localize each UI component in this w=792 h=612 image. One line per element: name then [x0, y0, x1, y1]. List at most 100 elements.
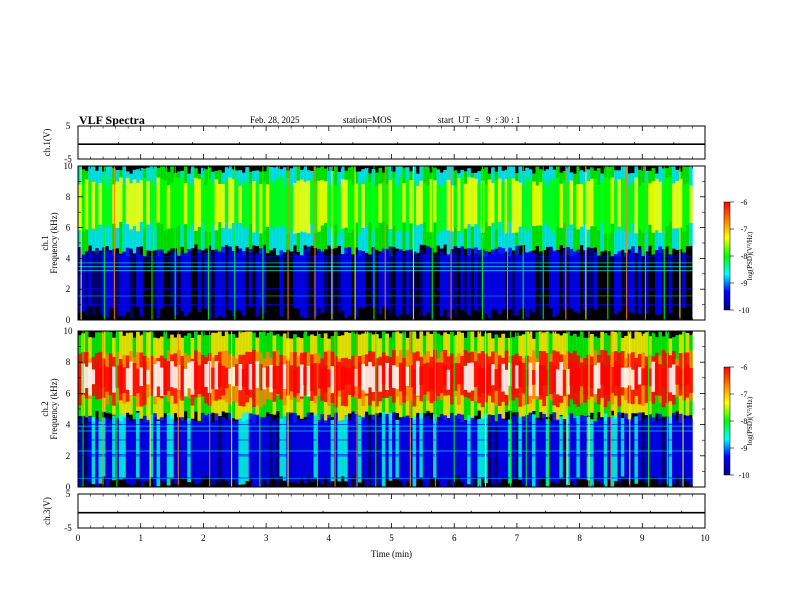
spectrogram-cell	[303, 181, 308, 233]
spectrogram-cell	[245, 183, 249, 228]
spectrogram-cell	[596, 417, 601, 481]
spectrogram-cell	[159, 249, 164, 309]
spectrogram-cell	[337, 185, 342, 233]
spectrogram-cell	[409, 365, 413, 388]
spectrogram-cell	[153, 364, 157, 397]
colorbar	[723, 201, 731, 311]
spectrogram-cell	[463, 420, 468, 487]
spectrogram-cell	[344, 247, 348, 318]
spectrogram-cell	[521, 362, 526, 394]
spectrogram-cell	[125, 368, 130, 390]
y-tick-label: 8	[66, 357, 71, 367]
spectrogram-cell	[689, 367, 693, 394]
spectrogram-cell	[412, 416, 417, 487]
spectrogram-cell	[545, 369, 550, 386]
spectrogram-cell	[231, 420, 236, 481]
y-axis-label: Frequency (kHz)	[49, 378, 59, 439]
spectrogram-cell	[303, 367, 308, 385]
spectrogram-cell	[108, 419, 113, 480]
spectrogram-cell	[262, 418, 267, 480]
spectrogram-cell	[477, 365, 482, 397]
spectrogram-cell	[125, 177, 130, 225]
y-tick-label: -5	[64, 154, 72, 164]
spectrogram-cell	[368, 361, 372, 388]
spectrogram-cell	[320, 414, 325, 485]
spectrogram-cell	[248, 183, 253, 224]
spectrogram-cell	[661, 419, 666, 482]
spectrogram-cell	[84, 419, 89, 486]
spectrogram-cell	[392, 365, 396, 389]
spectrogram-cell	[91, 369, 96, 385]
spectrogram-cell	[508, 362, 512, 386]
spectrogram-cell	[600, 362, 605, 385]
spectrogram-cell	[371, 366, 376, 393]
spectrogram-cell	[491, 183, 495, 223]
spectrogram-cell	[644, 252, 649, 314]
spectrogram-cell	[395, 419, 400, 479]
spectrogram-cell	[415, 185, 420, 226]
spectrogram-cell	[504, 420, 509, 479]
spectrogram-cell	[170, 182, 174, 229]
spectrogram-cell	[293, 253, 297, 309]
spectrogram-cell	[678, 368, 683, 390]
spectrogram-cell	[98, 182, 103, 225]
spectrogram-cell	[463, 183, 468, 229]
spectrogram-cell	[439, 184, 444, 232]
spectrogram-cell	[473, 178, 478, 225]
spectrogram-cell	[518, 361, 523, 388]
spectrogram-cell	[146, 419, 150, 481]
spectrogram-cell	[354, 255, 359, 317]
spectrogram-cell	[170, 361, 174, 388]
spectrogram-cell	[555, 251, 560, 315]
spectrogram-cell	[98, 368, 103, 389]
spectrogram-cell	[357, 183, 362, 234]
spectrogram-cell	[562, 369, 567, 396]
spectrogram-cell	[542, 413, 546, 477]
spectrogram-cell	[296, 254, 301, 309]
colorbar-label: log(PSD)(V²/Hz)	[746, 231, 754, 280]
spectrogram-cell	[429, 367, 434, 390]
spectrogram-cell	[624, 413, 628, 478]
spectrogram-cell	[668, 416, 673, 487]
spectrogram-cell	[572, 418, 577, 486]
spectrogram-cell	[487, 254, 492, 319]
spectrogram-cell	[180, 365, 185, 397]
spectrogram-cell	[282, 414, 287, 481]
spectrogram-cell	[583, 250, 587, 311]
spectrogram-cell	[624, 179, 628, 226]
spectrogram-cell	[136, 182, 140, 232]
y-axis-label: ch.1(V)	[42, 129, 52, 157]
spectrogram-cell	[463, 255, 468, 313]
x-tick-label: 6	[452, 533, 457, 543]
spectrogram-cell	[293, 369, 297, 396]
spectrogram-cell	[450, 412, 454, 485]
spectrogram-cell	[108, 176, 113, 228]
spectrogram-cell	[508, 177, 512, 222]
spectrogram-cell	[658, 181, 663, 233]
colorbar-tick-label: -10	[739, 306, 750, 315]
spectrogram-cell	[446, 369, 451, 390]
spectrogram-cell	[395, 185, 400, 232]
spectrogram-cell	[631, 369, 635, 390]
spectrogram-cell	[197, 420, 202, 484]
spectrogram-cell	[153, 184, 157, 228]
spectrogram-cell	[450, 363, 454, 392]
spectrogram-cell	[299, 255, 304, 317]
spectrogram-cell	[108, 252, 113, 308]
spectrogram-cell	[579, 362, 584, 387]
spectrogram-cell	[323, 181, 328, 223]
spectrogram-cell	[641, 419, 645, 482]
spectrogram-cell	[262, 181, 267, 231]
colorbar-tick-label: -9	[741, 279, 748, 288]
spectrogram-cell	[101, 178, 106, 226]
spectrogram-cell	[374, 185, 379, 228]
spectrogram-cell	[323, 255, 328, 312]
spectrogram-cell	[456, 178, 461, 231]
spectrogram-cell	[275, 417, 280, 487]
spectrogram-cell	[446, 254, 451, 318]
spectrogram-cell	[269, 414, 273, 479]
spectrogram-cell	[101, 417, 106, 477]
spectrogram-cell	[572, 363, 577, 394]
spectrogram-cell	[658, 246, 663, 315]
spectrogram-cell	[139, 367, 144, 387]
